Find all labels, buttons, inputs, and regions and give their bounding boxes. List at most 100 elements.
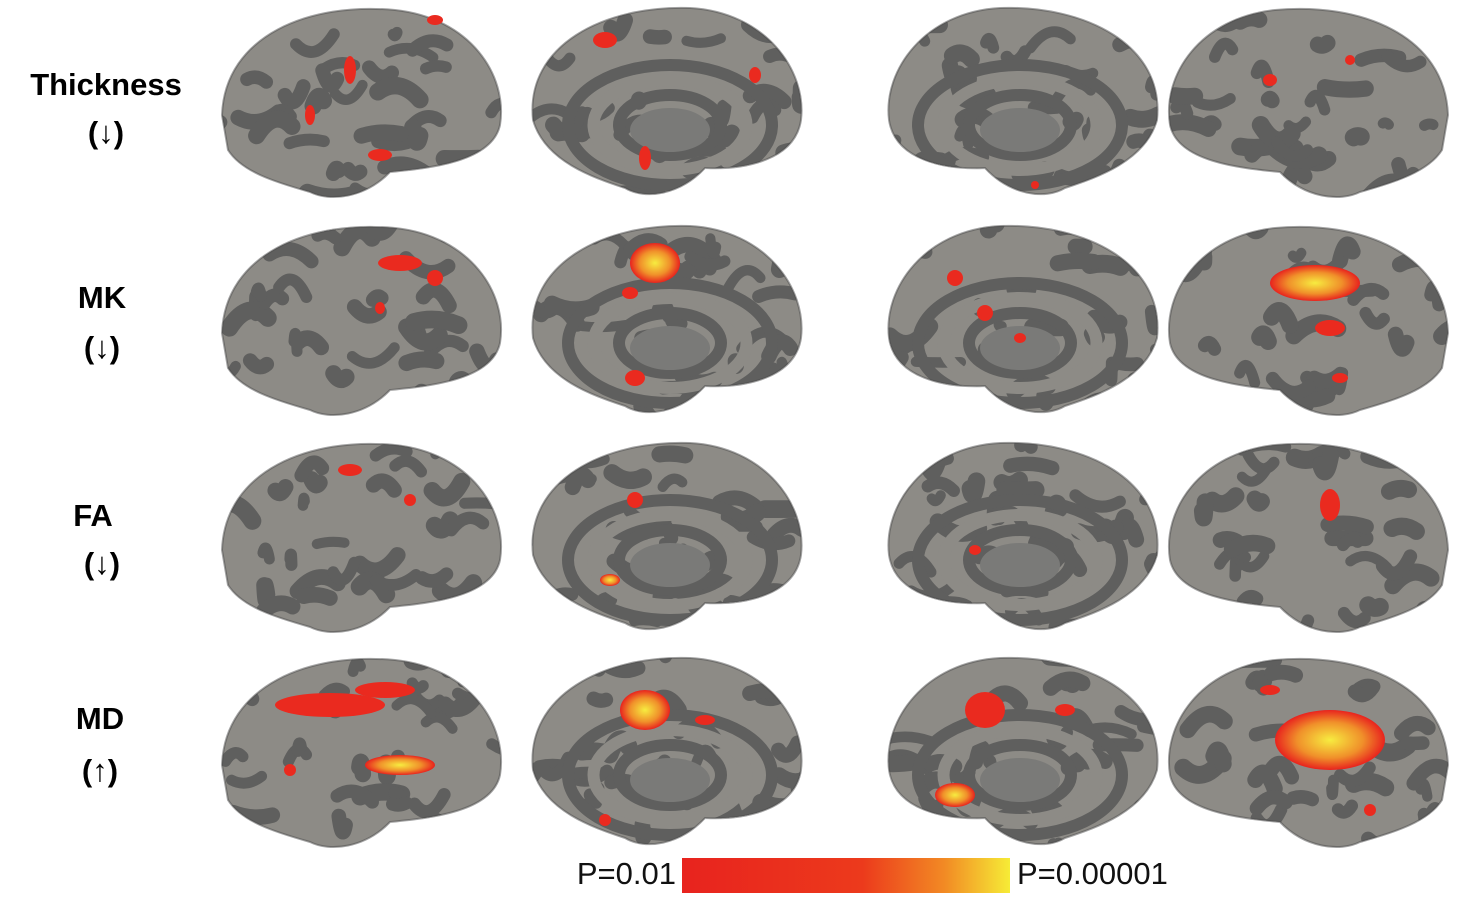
sulcus [1189, 175, 1211, 198]
sulcus [1309, 34, 1336, 54]
sulcus [1408, 27, 1448, 41]
activation [368, 149, 392, 161]
sulcus [304, 87, 333, 115]
sulcus [460, 587, 502, 618]
sulcus [239, 226, 253, 241]
sulcus [1394, 664, 1422, 683]
sulcus [1116, 518, 1145, 548]
row-direction: (↓) [84, 330, 120, 365]
sulcus [1262, 302, 1299, 334]
sulcus [1188, 226, 1217, 255]
activation [305, 105, 315, 125]
sulcus [1151, 258, 1158, 291]
brain-shade [1167, 442, 1450, 634]
sulcus [1076, 392, 1121, 413]
sulcus [1168, 114, 1217, 138]
activation [639, 146, 651, 170]
sulcus [406, 677, 429, 694]
sulcus [294, 455, 330, 483]
sulcus [449, 591, 502, 613]
activation [593, 32, 617, 48]
sulcus [351, 547, 406, 579]
sulcus [752, 285, 802, 303]
medial-arc [562, 709, 778, 841]
sulcus [1320, 515, 1374, 535]
sulcus [1205, 402, 1232, 416]
sulcus [586, 691, 614, 708]
brain-shade [220, 225, 503, 417]
sulcus [772, 371, 802, 394]
sulcus [341, 161, 368, 181]
brain [887, 441, 1159, 631]
brain [220, 225, 503, 417]
sulcus [1433, 318, 1448, 346]
sulcus [1155, 187, 1158, 195]
sulcus [243, 226, 265, 252]
sulcus [391, 694, 437, 719]
sulcus [1095, 613, 1130, 630]
sulcus [1024, 26, 1076, 54]
medial-arc [613, 89, 727, 161]
sulcus [222, 161, 228, 188]
activation [1364, 804, 1376, 816]
activation [695, 715, 715, 725]
sulcus [980, 32, 1000, 54]
activation [1275, 710, 1385, 770]
sulcus [788, 601, 802, 625]
sulcus [795, 689, 802, 711]
sulcus [723, 265, 766, 293]
medial-arc [562, 59, 778, 191]
sulcus [888, 156, 908, 177]
sulcus [1168, 658, 1202, 675]
sulcus [311, 536, 350, 550]
sulcus [545, 12, 580, 33]
sulcus [1168, 254, 1190, 288]
sulcus [277, 79, 311, 110]
sulcus [921, 476, 960, 497]
sulcus [1144, 304, 1158, 336]
activation [947, 270, 963, 286]
sulcus [248, 110, 301, 145]
brain-shade [220, 7, 503, 199]
sulcus [347, 658, 366, 677]
sulcus [1260, 90, 1280, 109]
brain [1167, 225, 1450, 417]
sulcus [365, 226, 399, 241]
sulcus [402, 166, 448, 189]
brain [531, 441, 803, 631]
sulcus [1054, 225, 1096, 238]
activation [627, 492, 643, 508]
colorbar-gradient [682, 858, 1010, 893]
medial-arc [963, 307, 1077, 379]
sulcus [1083, 657, 1134, 670]
sulcus [1157, 690, 1158, 717]
sulcus [1168, 232, 1186, 248]
sulcus [232, 684, 260, 707]
brain [1167, 7, 1450, 199]
medial-arc [937, 509, 1103, 611]
activation [1031, 181, 1039, 189]
medial-arc [587, 74, 753, 176]
activation [1263, 74, 1277, 86]
sulcus [904, 662, 923, 682]
sulcus [657, 473, 688, 493]
brain-shade [887, 441, 1159, 631]
row-label: MK [78, 280, 127, 315]
sulcus [1137, 720, 1158, 736]
sulcus [746, 170, 802, 195]
sulcus [1424, 802, 1448, 829]
sulcus [1252, 669, 1273, 693]
sulcus [1191, 93, 1236, 111]
sulcus [1336, 533, 1364, 552]
row-label: Thickness [30, 67, 182, 102]
sulcus [1114, 7, 1156, 24]
medial-wall [630, 758, 710, 802]
medial-wall [980, 758, 1060, 802]
sulcus [1236, 589, 1264, 609]
row-label: MD [76, 701, 124, 736]
row-direction: (↓) [84, 546, 120, 581]
sulcus [745, 225, 779, 229]
sulcus [777, 820, 802, 845]
sulcus [1286, 790, 1320, 807]
sulcus [910, 229, 932, 251]
